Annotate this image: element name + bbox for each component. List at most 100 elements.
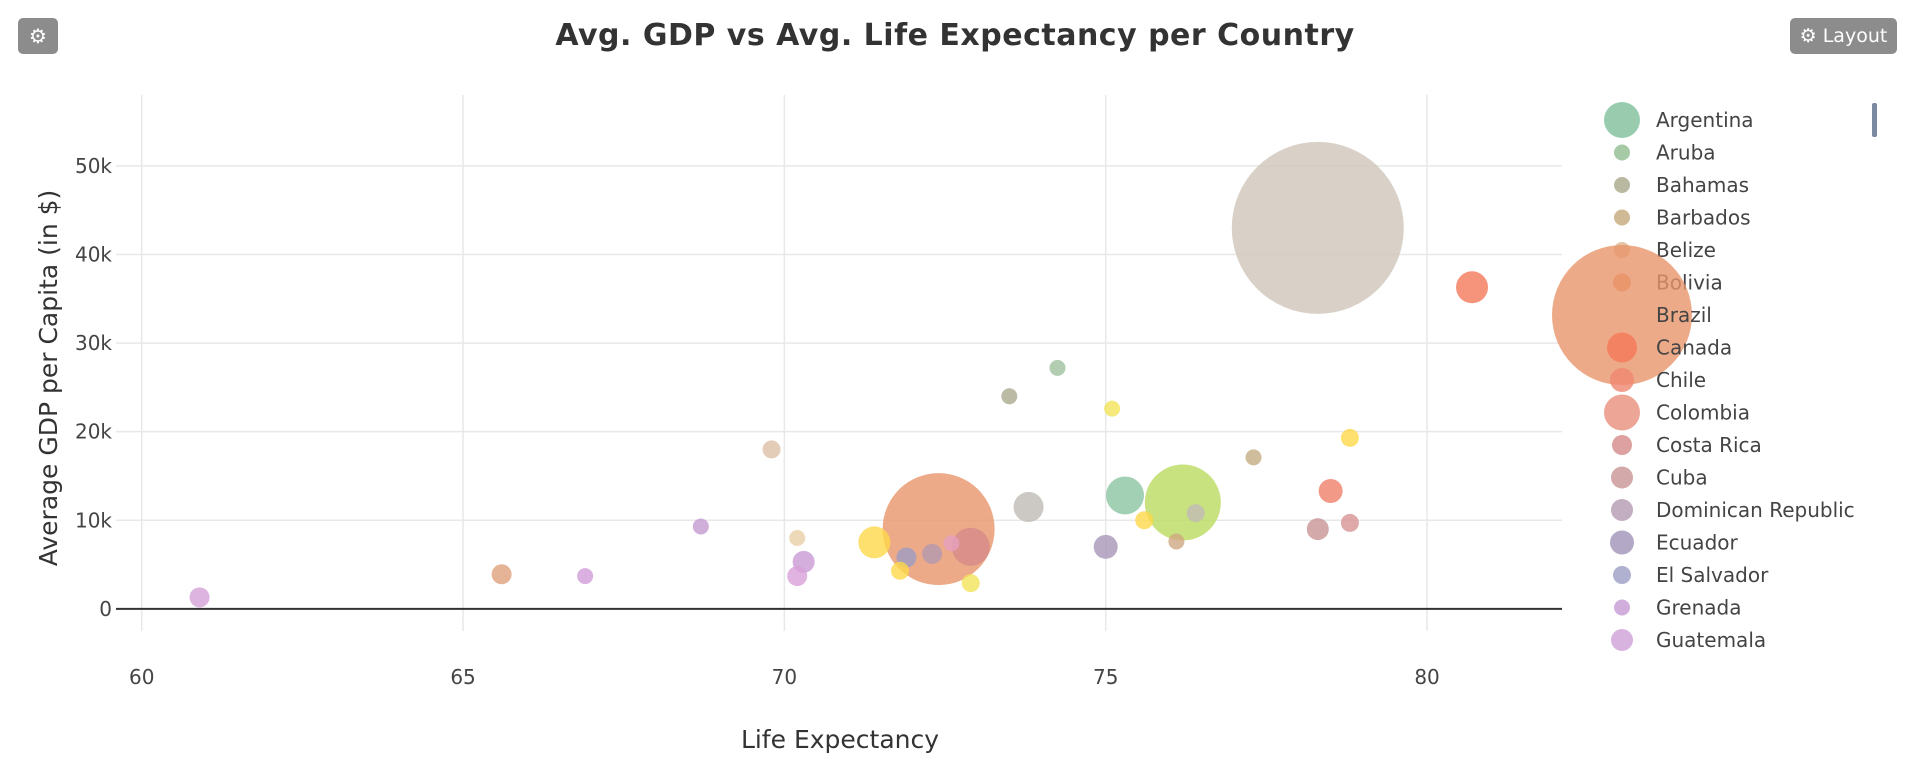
legend-item[interactable]: Guatemala (1611, 628, 1766, 652)
x-tick-label: 70 (772, 665, 797, 689)
legend-label: Cuba (1656, 466, 1708, 490)
x-tick-label: 80 (1414, 665, 1439, 689)
data-point[interactable] (1340, 513, 1359, 532)
data-point[interactable] (787, 566, 808, 587)
legend-item[interactable]: Barbados (1614, 206, 1751, 230)
legend-label: Guatemala (1656, 628, 1766, 652)
data-point[interactable] (1104, 400, 1121, 417)
y-tick-label: 0 (99, 597, 112, 621)
legend-item[interactable]: Argentina (1604, 102, 1754, 138)
data-point[interactable] (961, 574, 980, 593)
x-axis-label: Life Expectancy (741, 725, 939, 754)
y-tick-label: 50k (75, 154, 112, 178)
settings-button[interactable]: ⚙ (18, 18, 58, 54)
layout-button[interactable]: ⚙ Layout (1790, 18, 1897, 54)
legend-marker (1611, 499, 1633, 521)
y-tick-label: 40k (75, 242, 112, 266)
legend-marker (1604, 102, 1640, 138)
legend-label: Grenada (1656, 596, 1741, 620)
legend-item[interactable]: Ecuador (1610, 530, 1738, 555)
x-tick-label: 75 (1093, 665, 1118, 689)
legend-item[interactable]: Aruba (1614, 141, 1716, 165)
legend-item[interactable]: Canada (1607, 332, 1732, 363)
x-axis-ticks: 60 65 70 75 80 (129, 665, 1440, 689)
legend-marker (1552, 245, 1692, 385)
chart-title: Avg. GDP vs Avg. Life Expectancy per Cou… (555, 18, 1355, 53)
data-point[interactable] (891, 561, 910, 580)
data-point[interactable] (1013, 491, 1044, 522)
legend-label: Costa Rica (1656, 433, 1762, 457)
legend-item[interactable]: Dominican Republic (1611, 498, 1855, 522)
data-point[interactable] (762, 440, 781, 459)
x-tick-label: 60 (129, 665, 154, 689)
legend-label: Colombia (1656, 401, 1750, 425)
data-point[interactable] (1001, 388, 1018, 405)
legend-label: Aruba (1656, 141, 1716, 165)
data-point[interactable] (1093, 534, 1118, 559)
legend-label: Canada (1656, 336, 1732, 360)
layout-button-label: Layout (1822, 25, 1888, 47)
legend-label: Ecuador (1656, 531, 1738, 555)
legend-item[interactable]: Grenada (1614, 596, 1741, 620)
data-points (189, 141, 1489, 608)
data-point[interactable] (1245, 449, 1262, 466)
legend-marker (1611, 466, 1633, 489)
data-point[interactable] (789, 529, 806, 546)
legend-marker (1612, 435, 1632, 455)
legend-scrollbar[interactable] (1872, 103, 1877, 137)
legend-label: Argentina (1656, 108, 1754, 132)
data-point[interactable] (577, 568, 594, 585)
legend-item[interactable]: Costa Rica (1612, 433, 1762, 457)
legend-item[interactable]: Chile (1610, 368, 1706, 392)
data-point[interactable] (1318, 479, 1343, 504)
x-tick-label: 65 (450, 665, 475, 689)
legend-label: Dominican Republic (1656, 498, 1855, 522)
data-point[interactable] (1049, 359, 1066, 376)
y-tick-label: 10k (75, 508, 112, 532)
gear-icon: ⚙ (29, 24, 47, 48)
legend-label: El Salvador (1656, 563, 1769, 587)
legend-label: Bahamas (1656, 173, 1749, 197)
data-point[interactable] (1306, 518, 1329, 541)
legend-item[interactable]: El Salvador (1613, 563, 1769, 587)
data-point[interactable] (1186, 504, 1205, 523)
y-tick-label: 30k (75, 331, 112, 355)
data-point[interactable] (1231, 141, 1404, 314)
legend-item[interactable]: Bahamas (1614, 173, 1749, 197)
legend-marker (1613, 566, 1631, 584)
legend-label: Barbados (1656, 206, 1751, 230)
legend-label: Chile (1656, 368, 1706, 392)
y-tick-label: 20k (75, 420, 112, 444)
data-point[interactable] (951, 527, 990, 566)
data-point[interactable] (1144, 464, 1221, 541)
data-point[interactable] (858, 526, 891, 559)
data-point[interactable] (943, 535, 960, 552)
legend-marker (1610, 530, 1634, 555)
legend-marker (1610, 368, 1634, 392)
legend-marker (1607, 332, 1637, 363)
legend-item[interactable]: Brazil (1552, 245, 1712, 385)
y-axis-label: Average GDP per Capita (in $) (34, 190, 63, 567)
gear-icon: ⚙ (1799, 25, 1817, 47)
data-point[interactable] (692, 518, 709, 535)
data-point[interactable] (491, 564, 512, 585)
legend-marker (1614, 144, 1630, 161)
legend-marker (1604, 394, 1640, 431)
data-point[interactable] (1340, 428, 1359, 447)
legend-label: Brazil (1656, 303, 1712, 327)
data-point[interactable] (922, 543, 943, 564)
data-point[interactable] (1135, 511, 1154, 530)
legend-item[interactable]: Cuba (1611, 466, 1708, 490)
data-point[interactable] (189, 587, 210, 608)
data-point[interactable] (1456, 271, 1489, 304)
data-point[interactable] (1105, 476, 1144, 515)
y-axis-ticks: 0 10k 20k 30k 40k 50k (75, 154, 112, 621)
legend-marker (1614, 209, 1630, 226)
legend-marker (1611, 629, 1633, 651)
legend-marker (1614, 177, 1630, 193)
data-point[interactable] (1168, 533, 1185, 550)
legend: ArgentinaArubaBahamasBarbadosBelizeBoliv… (1552, 102, 1855, 652)
legend-label: Belize (1656, 238, 1716, 262)
legend-item[interactable]: Colombia (1604, 394, 1750, 431)
